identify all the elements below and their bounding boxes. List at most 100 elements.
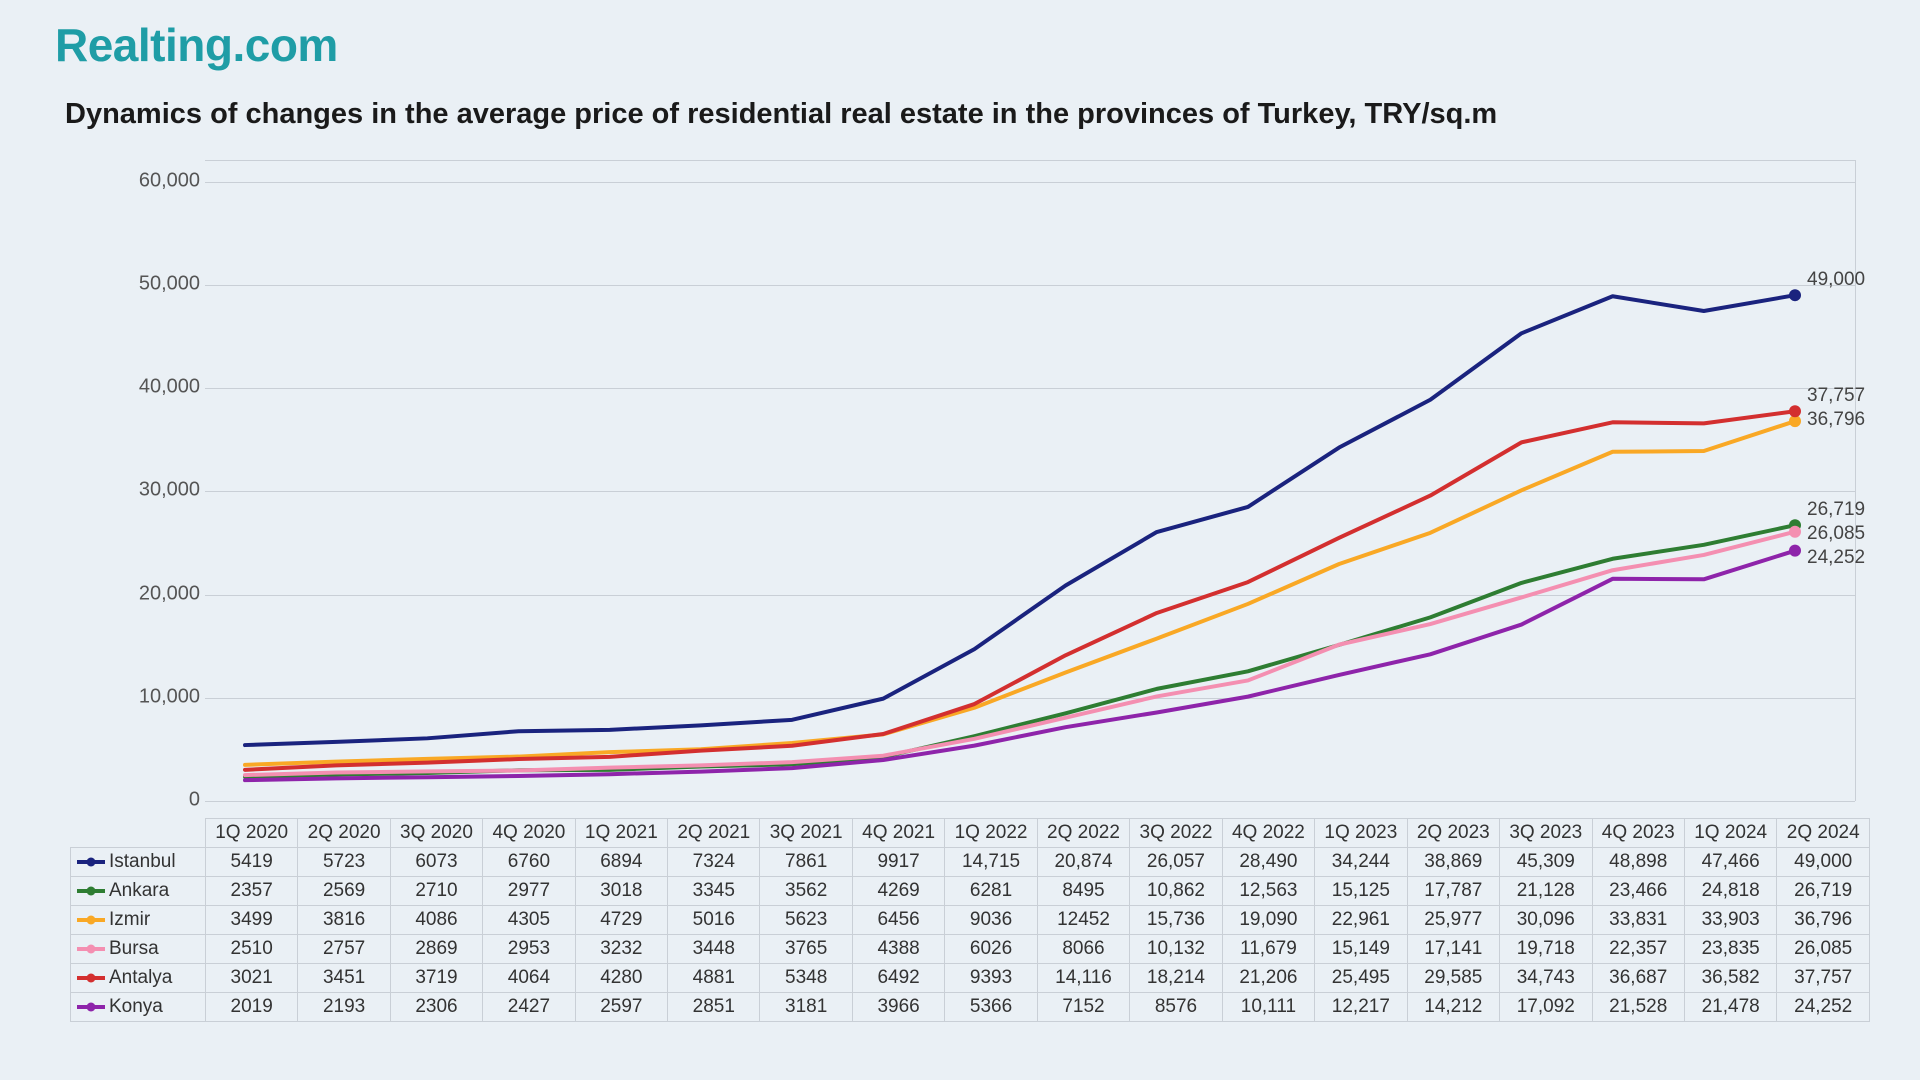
table-cell: 2510 bbox=[205, 935, 297, 964]
table-cell: 6760 bbox=[483, 848, 575, 877]
table-header-cell: 4Q 2022 bbox=[1222, 819, 1314, 848]
table-cell: 6281 bbox=[945, 877, 1037, 906]
chart-title: Dynamics of changes in the average price… bbox=[65, 98, 1497, 131]
table-cell: 15,149 bbox=[1315, 935, 1407, 964]
table-cell: 24,252 bbox=[1777, 993, 1870, 1022]
table-cell: 17,141 bbox=[1407, 935, 1499, 964]
table-cell: 3345 bbox=[668, 877, 760, 906]
series-line-antalya bbox=[245, 411, 1795, 770]
table-cell: 21,478 bbox=[1684, 993, 1776, 1022]
end-value-label-konya: 24,252 bbox=[1807, 547, 1865, 569]
table-cell: 37,757 bbox=[1777, 964, 1870, 993]
table-cell: 6492 bbox=[852, 964, 944, 993]
table-cell: 36,582 bbox=[1684, 964, 1776, 993]
table-cell: 3719 bbox=[390, 964, 482, 993]
table-cell: 5623 bbox=[760, 906, 852, 935]
y-axis-tick-label: 20,000 bbox=[80, 582, 200, 605]
series-line-bursa bbox=[245, 532, 1795, 775]
table-cell: 4280 bbox=[575, 964, 667, 993]
table-cell: 4269 bbox=[852, 877, 944, 906]
table-cell: 4729 bbox=[575, 906, 667, 935]
table-cell: 45,309 bbox=[1500, 848, 1592, 877]
table-cell: 9393 bbox=[945, 964, 1037, 993]
table-cell: 4881 bbox=[668, 964, 760, 993]
table-cell: 9917 bbox=[852, 848, 944, 877]
legend-series-name: Bursa bbox=[109, 938, 159, 959]
table-header-cell: 2Q 2024 bbox=[1777, 819, 1870, 848]
table-cell: 26,719 bbox=[1777, 877, 1870, 906]
table-cell: 38,869 bbox=[1407, 848, 1499, 877]
legend-series-name: Konya bbox=[109, 996, 163, 1017]
legend-cell-bursa: Bursa bbox=[71, 935, 206, 964]
table-cell: 8495 bbox=[1037, 877, 1129, 906]
table-cell: 2019 bbox=[205, 993, 297, 1022]
legend-series-name: Antalya bbox=[109, 967, 172, 988]
table-header-cell: 1Q 2020 bbox=[205, 819, 297, 848]
table-cell: 8066 bbox=[1037, 935, 1129, 964]
table-cell: 47,466 bbox=[1684, 848, 1776, 877]
table-cell: 2757 bbox=[298, 935, 390, 964]
table-header-cell: 1Q 2023 bbox=[1315, 819, 1407, 848]
table-cell: 21,128 bbox=[1500, 877, 1592, 906]
series-end-marker-konya bbox=[1789, 545, 1801, 557]
table-cell: 3181 bbox=[760, 993, 852, 1022]
table-row: Ankara2357256927102977301833453562426962… bbox=[71, 877, 1870, 906]
table-cell: 14,116 bbox=[1037, 964, 1129, 993]
table-cell: 34,244 bbox=[1315, 848, 1407, 877]
table-cell: 18,214 bbox=[1130, 964, 1222, 993]
table-cell: 21,528 bbox=[1592, 993, 1684, 1022]
end-value-label-ankara: 26,719 bbox=[1807, 499, 1865, 521]
table-header-cell: 3Q 2023 bbox=[1500, 819, 1592, 848]
table-header-cell: 1Q 2024 bbox=[1684, 819, 1776, 848]
table-header-cell: 2Q 2022 bbox=[1037, 819, 1129, 848]
table-header-cell: 2Q 2023 bbox=[1407, 819, 1499, 848]
y-axis-tick-label: 0 bbox=[80, 789, 200, 812]
table-header-cell: 4Q 2023 bbox=[1592, 819, 1684, 848]
table-row: Istanbul54195723607367606894732478619917… bbox=[71, 848, 1870, 877]
table-cell: 22,961 bbox=[1315, 906, 1407, 935]
table-cell: 10,862 bbox=[1130, 877, 1222, 906]
table-header-cell: 3Q 2021 bbox=[760, 819, 852, 848]
table-cell: 2597 bbox=[575, 993, 667, 1022]
table-cell: 2869 bbox=[390, 935, 482, 964]
table-row: Konya20192193230624272597285131813966536… bbox=[71, 993, 1870, 1022]
table-cell: 10,111 bbox=[1222, 993, 1314, 1022]
table-row: Antalya302134513719406442804881534864929… bbox=[71, 964, 1870, 993]
table-cell: 33,903 bbox=[1684, 906, 1776, 935]
table-cell: 2569 bbox=[298, 877, 390, 906]
table-cell: 3562 bbox=[760, 877, 852, 906]
end-value-label-istanbul: 49,000 bbox=[1807, 269, 1865, 291]
table-cell: 12,217 bbox=[1315, 993, 1407, 1022]
y-axis-tick-label: 30,000 bbox=[80, 479, 200, 502]
table-cell: 14,212 bbox=[1407, 993, 1499, 1022]
legend-cell-istanbul: Istanbul bbox=[71, 848, 206, 877]
table-cell: 15,736 bbox=[1130, 906, 1222, 935]
table-row: Izmir34993816408643054729501656236456903… bbox=[71, 906, 1870, 935]
table-cell: 2977 bbox=[483, 877, 575, 906]
table-cell: 33,831 bbox=[1592, 906, 1684, 935]
data-table: 1Q 20202Q 20203Q 20204Q 20201Q 20212Q 20… bbox=[70, 818, 1870, 1022]
table-cell: 7152 bbox=[1037, 993, 1129, 1022]
series-end-marker-istanbul bbox=[1789, 289, 1801, 301]
table-cell: 30,096 bbox=[1500, 906, 1592, 935]
table-cell: 23,835 bbox=[1684, 935, 1776, 964]
y-axis-tick-label: 50,000 bbox=[80, 272, 200, 295]
table-cell: 8576 bbox=[1130, 993, 1222, 1022]
table-cell: 19,090 bbox=[1222, 906, 1314, 935]
legend-swatch-icon bbox=[77, 971, 105, 985]
table-header-cell: 2Q 2020 bbox=[298, 819, 390, 848]
table-cell: 7861 bbox=[760, 848, 852, 877]
table-cell: 34,743 bbox=[1500, 964, 1592, 993]
legend-cell-antalya: Antalya bbox=[71, 964, 206, 993]
chart-container: 010,00020,00030,00040,00050,00060,000 49… bbox=[70, 150, 1870, 850]
y-axis-tick-label: 40,000 bbox=[80, 376, 200, 399]
table-cell: 12,563 bbox=[1222, 877, 1314, 906]
table-cell: 3232 bbox=[575, 935, 667, 964]
table-cell: 9036 bbox=[945, 906, 1037, 935]
y-axis-tick-label: 10,000 bbox=[80, 685, 200, 708]
table-cell: 5348 bbox=[760, 964, 852, 993]
table-cell: 3021 bbox=[205, 964, 297, 993]
table-cell: 2427 bbox=[483, 993, 575, 1022]
series-end-marker-antalya bbox=[1789, 405, 1801, 417]
table-cell: 22,357 bbox=[1592, 935, 1684, 964]
